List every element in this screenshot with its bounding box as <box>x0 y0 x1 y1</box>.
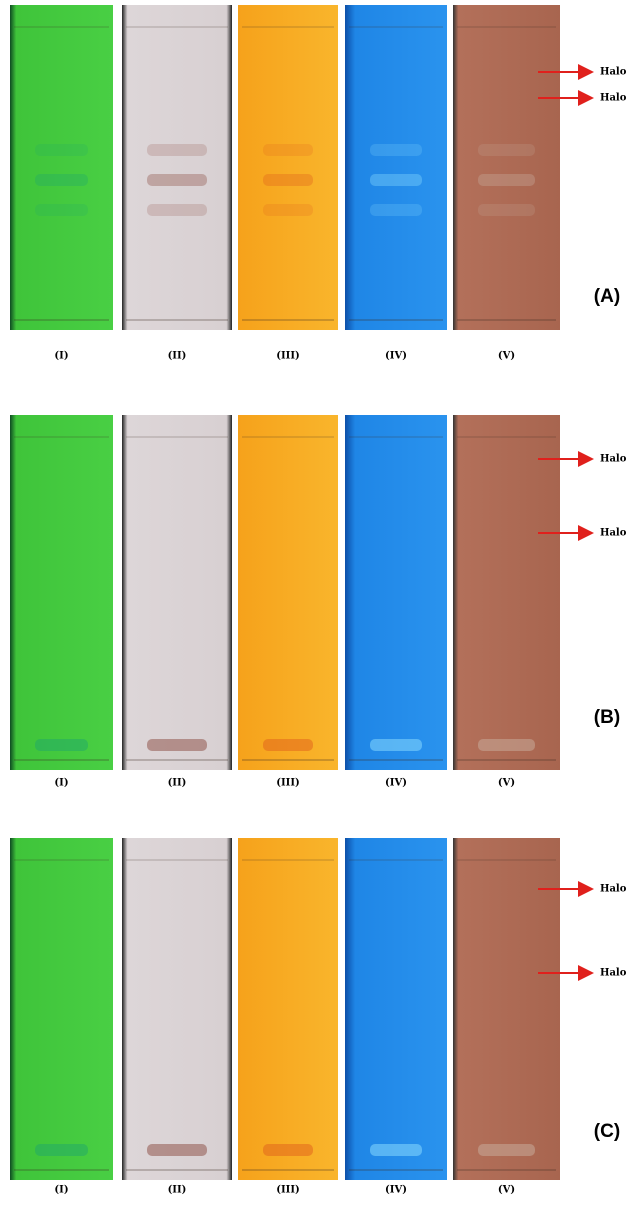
halo-label: Halo <box>600 968 627 979</box>
lane-label: (V) <box>498 1185 515 1196</box>
spot <box>370 739 422 751</box>
lane-label: (V) <box>498 778 515 789</box>
spot <box>147 174 207 186</box>
spot <box>478 1144 535 1156</box>
spot <box>147 204 207 216</box>
tlc-strip <box>453 415 560 770</box>
spot <box>263 1144 313 1156</box>
halo-label: Halo <box>600 454 627 465</box>
lane-label: (III) <box>276 351 300 362</box>
tlc-strip <box>238 415 338 770</box>
tlc-strip <box>453 5 560 330</box>
lane-label: (IV) <box>385 778 407 789</box>
tlc-strip <box>345 415 447 770</box>
tlc-strip <box>122 838 232 1180</box>
panel-label: (B) <box>594 707 620 728</box>
halo-label: Halo <box>600 528 627 539</box>
spot <box>147 144 207 156</box>
lane-label: (II) <box>168 351 187 362</box>
tlc-strip <box>345 5 447 330</box>
spot <box>147 1144 207 1156</box>
tlc-strip <box>238 838 338 1180</box>
halo-label: Halo <box>600 67 627 78</box>
spot <box>147 739 207 751</box>
spot <box>263 144 313 156</box>
tlc-strip <box>345 838 447 1180</box>
spot <box>263 174 313 186</box>
tlc-strip <box>10 415 113 770</box>
panel-label: (A) <box>594 286 620 307</box>
spot <box>370 204 422 216</box>
spot <box>35 1144 88 1156</box>
spot <box>35 739 88 751</box>
panel-label: (C) <box>594 1121 620 1142</box>
halo-label: Halo <box>600 93 627 104</box>
lane-label: (III) <box>276 1185 300 1196</box>
lane-label: (V) <box>498 351 515 362</box>
lane-label: (I) <box>54 778 68 789</box>
lane-label: (II) <box>168 778 187 789</box>
halo-label: Halo <box>600 884 627 895</box>
spot <box>263 739 313 751</box>
tlc-strip <box>122 5 232 330</box>
spot <box>370 144 422 156</box>
lane-label: (II) <box>168 1185 187 1196</box>
spot <box>263 204 313 216</box>
spot <box>370 1144 422 1156</box>
spot <box>35 204 88 216</box>
lane-label: (IV) <box>385 351 407 362</box>
lane-label: (I) <box>54 1185 68 1196</box>
spot <box>478 204 535 216</box>
spot <box>478 174 535 186</box>
spot <box>478 739 535 751</box>
figure: (I) (II) (III) (IV) (V) (A) Halo Halo (I) (II) (II… <box>0 0 634 1200</box>
spot <box>478 144 535 156</box>
lane-label: (III) <box>276 778 300 789</box>
spot <box>35 144 88 156</box>
tlc-strip <box>122 415 232 770</box>
spot <box>35 174 88 186</box>
lane-label: (I) <box>54 351 68 362</box>
lane-label: (IV) <box>385 1185 407 1196</box>
tlc-strip <box>10 5 113 330</box>
tlc-strip <box>10 838 113 1180</box>
spot <box>370 174 422 186</box>
tlc-strip <box>238 5 338 330</box>
